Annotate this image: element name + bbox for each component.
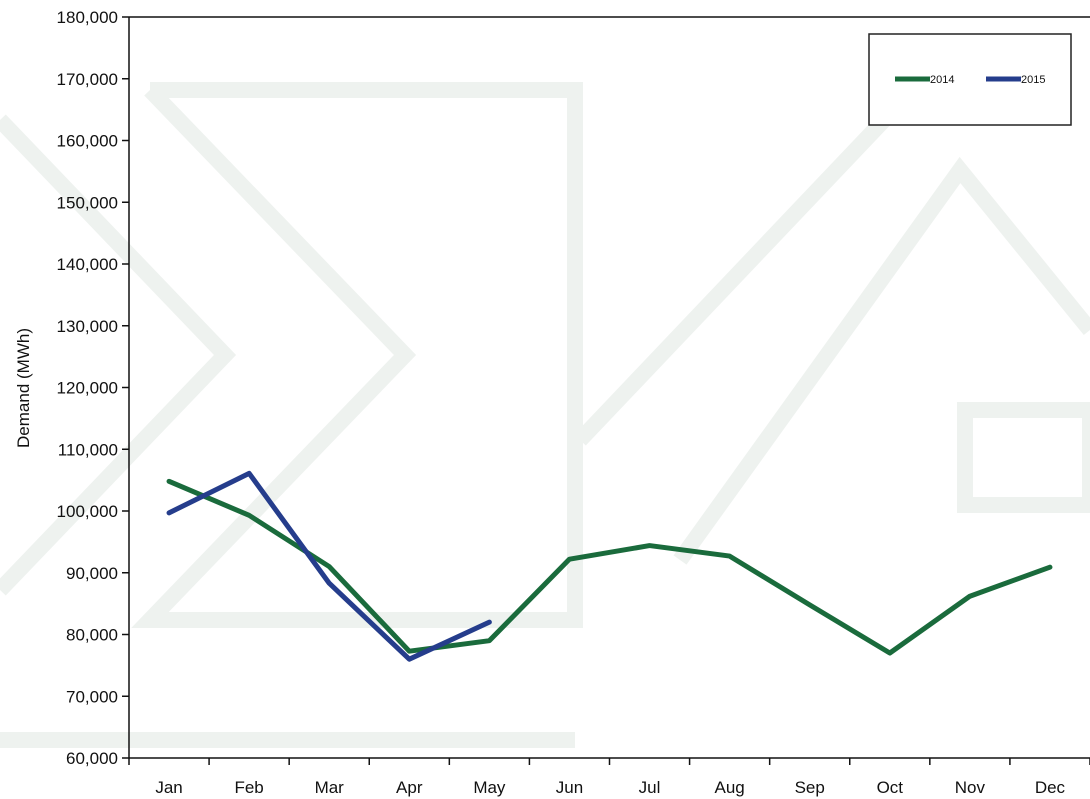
legend-label-2014: 2014	[930, 74, 954, 86]
y-tick-label: 90,000	[66, 564, 118, 583]
x-tick-label: Sep	[795, 778, 825, 797]
y-tick-label: 100,000	[57, 502, 118, 521]
y-tick-label: 130,000	[57, 317, 118, 336]
x-tick-label: Jan	[155, 778, 182, 797]
y-tick-label: 60,000	[66, 749, 118, 768]
y-tick-label: 110,000	[58, 440, 118, 459]
legend-label-2015: 2015	[1021, 74, 1045, 86]
series-line-2015	[166, 470, 492, 662]
x-tick-label: May	[473, 778, 506, 797]
series-line-2014	[166, 478, 1053, 656]
x-tick-label: Mar	[315, 778, 345, 797]
x-tick-label: Nov	[955, 778, 986, 797]
y-tick-label: 170,000	[57, 70, 118, 89]
y-tick-label: 120,000	[57, 379, 118, 398]
plot-area: 60,000 70,000 80,000 90,000 100,000 110,000 12…	[57, 8, 1090, 797]
y-axis-title: Demand (MWh)	[14, 328, 33, 448]
y-tick-label: 70,000	[66, 687, 118, 706]
y-tick-label: 150,000	[57, 193, 118, 212]
x-tick-label: Aug	[715, 778, 745, 797]
y-tick-label: 180,000	[57, 8, 118, 27]
x-tick-label: Feb	[234, 778, 263, 797]
x-tick-label: Oct	[877, 778, 904, 797]
y-tick-label: 140,000	[57, 255, 118, 274]
x-tick-label: Jun	[556, 778, 583, 797]
x-tick-label: Jul	[639, 778, 661, 797]
y-tick-label: 80,000	[66, 626, 118, 645]
x-tick-label: Dec	[1035, 778, 1066, 797]
legend: 2014 2015	[868, 33, 1072, 126]
x-tick-label: Apr	[396, 778, 423, 797]
background-watermark	[0, 34, 1090, 748]
y-tick-label: 160,000	[57, 132, 118, 151]
